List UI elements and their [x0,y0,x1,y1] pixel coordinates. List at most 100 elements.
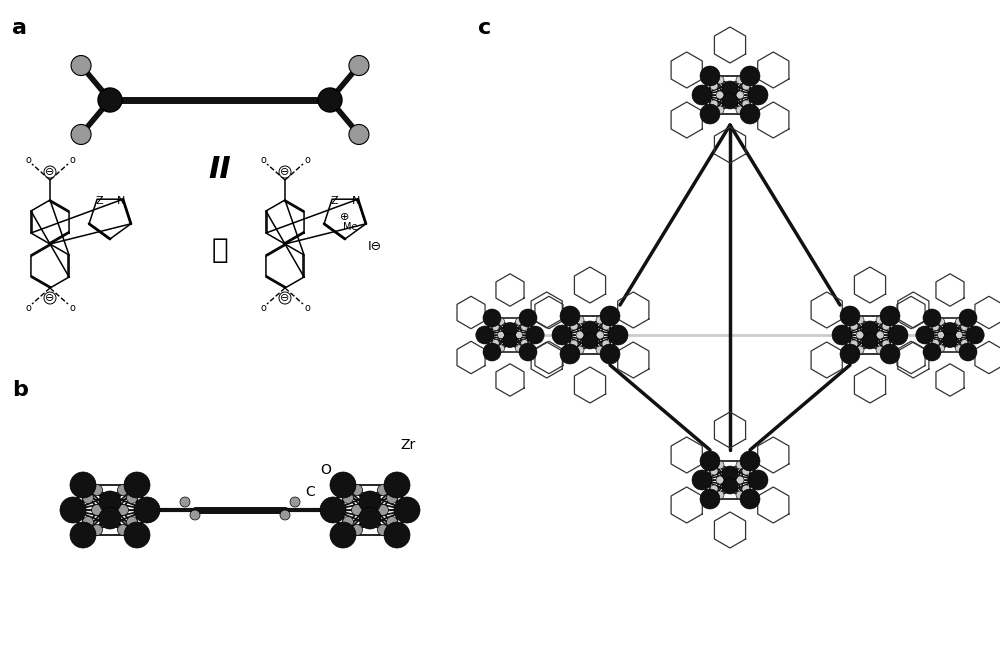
Circle shape [955,331,963,339]
Circle shape [134,497,160,523]
Circle shape [608,325,628,345]
Circle shape [71,55,91,76]
Text: ⊖: ⊖ [280,167,290,177]
Text: o: o [304,155,310,165]
Circle shape [352,505,362,515]
Circle shape [736,491,744,499]
Circle shape [364,515,376,525]
Circle shape [736,476,744,484]
Circle shape [70,522,96,548]
Circle shape [483,343,501,361]
Circle shape [349,125,369,144]
Circle shape [70,472,96,498]
Circle shape [190,510,200,520]
Text: o: o [69,155,75,165]
Circle shape [515,331,523,339]
Circle shape [850,340,858,348]
Circle shape [742,100,750,108]
Text: a: a [12,18,27,38]
Circle shape [880,306,900,326]
Circle shape [832,325,852,345]
Circle shape [92,484,103,496]
Circle shape [740,104,760,124]
Circle shape [700,104,720,124]
Circle shape [692,85,712,105]
Circle shape [840,344,860,364]
Circle shape [492,339,499,347]
Circle shape [519,343,537,361]
Circle shape [856,316,864,324]
Circle shape [519,309,537,327]
Circle shape [602,340,610,348]
Circle shape [850,322,858,330]
Circle shape [937,345,945,352]
Circle shape [476,326,494,344]
Text: O: O [320,463,331,477]
Circle shape [943,322,957,337]
Circle shape [955,345,963,352]
Text: b: b [12,380,28,400]
Circle shape [342,517,354,527]
Circle shape [126,517,138,527]
Circle shape [503,322,517,337]
Circle shape [722,81,738,97]
Circle shape [856,346,864,354]
Text: I⊖: I⊖ [368,241,382,254]
Circle shape [748,85,768,105]
Circle shape [570,322,578,330]
Circle shape [602,322,610,330]
Circle shape [318,88,342,112]
Circle shape [497,318,505,325]
Circle shape [961,339,968,347]
Circle shape [582,333,598,349]
Circle shape [71,125,91,144]
Circle shape [966,326,984,344]
Text: c: c [478,18,491,38]
Circle shape [118,484,128,496]
Text: o: o [260,155,266,165]
Circle shape [384,522,410,548]
Text: ⊖: ⊖ [45,167,55,177]
Circle shape [876,316,884,324]
Circle shape [882,322,890,330]
Circle shape [882,340,890,348]
Circle shape [386,492,398,503]
Circle shape [515,318,523,325]
Circle shape [576,316,584,324]
Circle shape [394,497,420,523]
Circle shape [180,497,190,507]
Circle shape [570,340,578,348]
Circle shape [937,318,945,325]
Circle shape [716,76,724,84]
Circle shape [710,82,718,90]
Circle shape [862,321,878,337]
Circle shape [378,505,388,515]
Circle shape [742,485,750,493]
Circle shape [600,306,620,326]
Circle shape [521,324,528,331]
Circle shape [862,333,878,349]
Circle shape [722,478,738,494]
Text: o: o [260,303,266,313]
Circle shape [126,492,138,503]
Circle shape [124,522,150,548]
Circle shape [560,306,580,326]
Circle shape [716,491,724,499]
Circle shape [932,324,939,331]
Circle shape [722,466,738,482]
Circle shape [378,525,388,536]
Circle shape [82,492,94,503]
Circle shape [279,292,291,304]
Circle shape [856,331,864,339]
Circle shape [740,451,760,471]
Circle shape [736,91,744,99]
Circle shape [98,88,122,112]
Circle shape [497,331,505,339]
Circle shape [959,343,977,361]
Circle shape [736,76,744,84]
Circle shape [60,497,86,523]
Text: 和: 和 [212,236,228,264]
Circle shape [692,470,712,490]
Text: II: II [209,155,231,184]
Circle shape [923,343,941,361]
